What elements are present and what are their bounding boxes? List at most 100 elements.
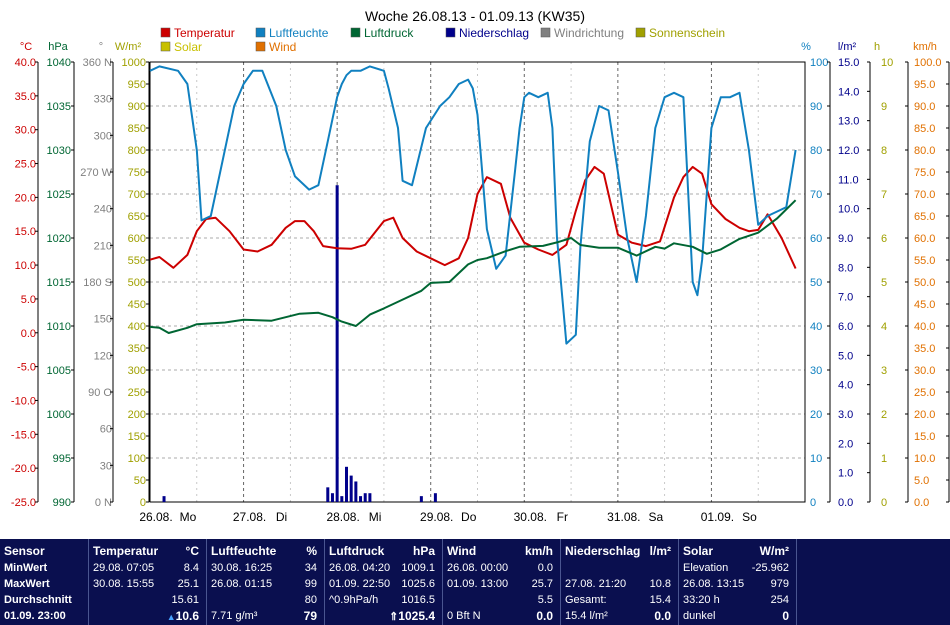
axis-tick-label: 0.0 [21, 328, 36, 340]
axis-tick-label: 35.0 [914, 343, 935, 355]
axis-tick-label: 70 [810, 189, 822, 201]
axis-tick-label: 6 [881, 233, 887, 245]
legend-swatch [350, 27, 361, 38]
axis-tick-label: 350 [128, 343, 146, 355]
rain-total-label: Gesamt: [565, 594, 607, 606]
axis-tick-label: 1010 [47, 321, 71, 333]
axis-tick-label: 10 [810, 453, 822, 465]
legend-swatch [255, 27, 266, 38]
temperature-max: 25.1 [177, 578, 199, 590]
legend-label: Solar [174, 40, 202, 54]
axis-tick-label: 1000 [122, 57, 146, 69]
x-axis-weekday: Di [276, 510, 287, 524]
legend-label: Wind [269, 40, 296, 54]
temperature-max-time: 30.08. 15:55 [93, 578, 155, 590]
rain-total: 15.4 [649, 594, 671, 606]
x-axis-date: 30.08. [514, 510, 547, 524]
wind-current: 0.0 [536, 609, 553, 623]
axis-tick-label: 200 [128, 409, 146, 421]
axis-tick-label: 1.0 [838, 468, 853, 480]
axis-tick-label: 150 [128, 431, 146, 443]
stats-sensor: Sensor MinWert MaxWert Durchschnitt 01.0… [0, 542, 87, 625]
axis-tick-label: 0.0 [914, 497, 929, 509]
axis-tick-label: 10 [881, 57, 893, 69]
stats-temperature: Temperatur °C 29.08. 07:05 8.4 30.08. 15:5… [89, 542, 205, 625]
wind-max: 25.7 [531, 578, 553, 590]
plot-area [149, 65, 797, 502]
axis-tick-label: -15.0 [11, 429, 36, 441]
x-axis-date: 01.09. [701, 510, 734, 524]
axis-tick-label: 330 [94, 94, 112, 106]
axis-tick-label: 12.0 [838, 145, 859, 157]
axis-tick-label: 35.0 [15, 91, 36, 103]
pressure-max: 1025.6 [401, 578, 435, 590]
axis-tick-label: 5.0 [914, 475, 929, 487]
axis-tick-label: 30 [810, 365, 822, 377]
solar-state: dunkel [683, 610, 716, 622]
legend-swatch [540, 27, 551, 38]
axis-tick-label: -20.0 [11, 463, 36, 475]
axis-tick-label: 400 [128, 321, 146, 333]
sensor-row-min: MinWert [4, 562, 48, 574]
sensor-header: Sensor [4, 544, 45, 558]
axis-tick-label: 2.0 [838, 438, 853, 450]
axis-tick-label: 60 [100, 424, 112, 436]
x-axis-weekday: Fr [557, 510, 568, 524]
legend-label: Luftfeuchte [269, 26, 329, 40]
wind-min-time: 26.08. 00:00 [447, 562, 509, 574]
axis-tick-label: 20.0 [15, 192, 36, 204]
wind-unit: km/h [524, 544, 553, 558]
axis-tick-label: 0 N [95, 497, 112, 509]
axis-tick-label: 65.0 [914, 211, 935, 223]
axis-tick-label: 90 O [88, 387, 112, 399]
axis-tick-label: 120 [94, 350, 112, 362]
axis-tick-label: 11.0 [838, 174, 859, 186]
axis-tick-label: 25.0 [914, 387, 935, 399]
temperature-header: Temperatur [93, 544, 159, 558]
trend-up-icon: ▲ [166, 612, 176, 622]
axis-tick-label: 80.0 [914, 145, 935, 157]
axis-tick-label: 15.0 [914, 431, 935, 443]
rain-bar [326, 487, 330, 502]
temperature-avg: 15.61 [171, 594, 199, 606]
axis-tick-label: 100 [128, 453, 146, 465]
x-axis-date: 28.08. [326, 510, 359, 524]
solar-max: 979 [770, 578, 789, 590]
axis-tick-label: 450 [128, 299, 146, 311]
x-axis-labels: 26.08. Mo 27.08. Di 28.08. Mi 29.08. Do 30.08. Fr… [139, 510, 757, 524]
pressure-unit: hPa [412, 544, 435, 558]
axis-tick-label: 14.0 [838, 86, 859, 98]
axis-tick-label: 300 [94, 130, 112, 142]
axis-tick-label: 900 [128, 101, 146, 113]
axis-tick-label: 6.0 [838, 321, 853, 333]
axis-tick-label: 25.0 [15, 159, 36, 171]
axis-tick-label: 50.0 [914, 277, 935, 289]
stats-solar: Solar W/m² Elevation -25.962 26.08. 13:15 9… [679, 542, 795, 625]
humidity-header: Luftfeuchte [211, 544, 277, 558]
axis-tick-label: 90.0 [914, 101, 935, 113]
axis-tick-label: 650 [128, 211, 146, 223]
axis-tick-label: 9 [881, 101, 887, 113]
pressure-trend: ^0.9hPa/h [329, 594, 379, 606]
axis-tick-label: 995 [53, 453, 71, 465]
axis-tick-label: 15.0 [838, 57, 859, 69]
axis-unit: hPa [48, 41, 68, 53]
legend-swatch [160, 41, 171, 52]
axis-tick-label: 40.0 [15, 57, 36, 69]
stats-wind: Wind km/h 26.08. 00:00 0.0 01.09. 13:00 25.… [443, 542, 559, 625]
axis-tick-label: 0 [810, 497, 816, 509]
axis-tick-label: 80 [810, 145, 822, 157]
solar-current: 0 [782, 609, 789, 623]
sensor-row-current: 01.09. 23:00 [4, 610, 66, 622]
legend-swatch [445, 27, 456, 38]
pressure-min: 1009.1 [401, 562, 435, 574]
solar-unit: W/m² [759, 544, 789, 558]
legend-label: Sonnenschein [649, 26, 725, 40]
axis-tick-label: 30.0 [914, 365, 935, 377]
axis-tick-label: 270 W [80, 167, 112, 179]
axis-tick-label: 100.0 [914, 57, 942, 69]
axis-unit: ° [99, 41, 103, 53]
axis-tick-label: 10.0 [15, 260, 36, 272]
humidity-avg: 80 [304, 594, 317, 606]
divider [560, 539, 561, 625]
